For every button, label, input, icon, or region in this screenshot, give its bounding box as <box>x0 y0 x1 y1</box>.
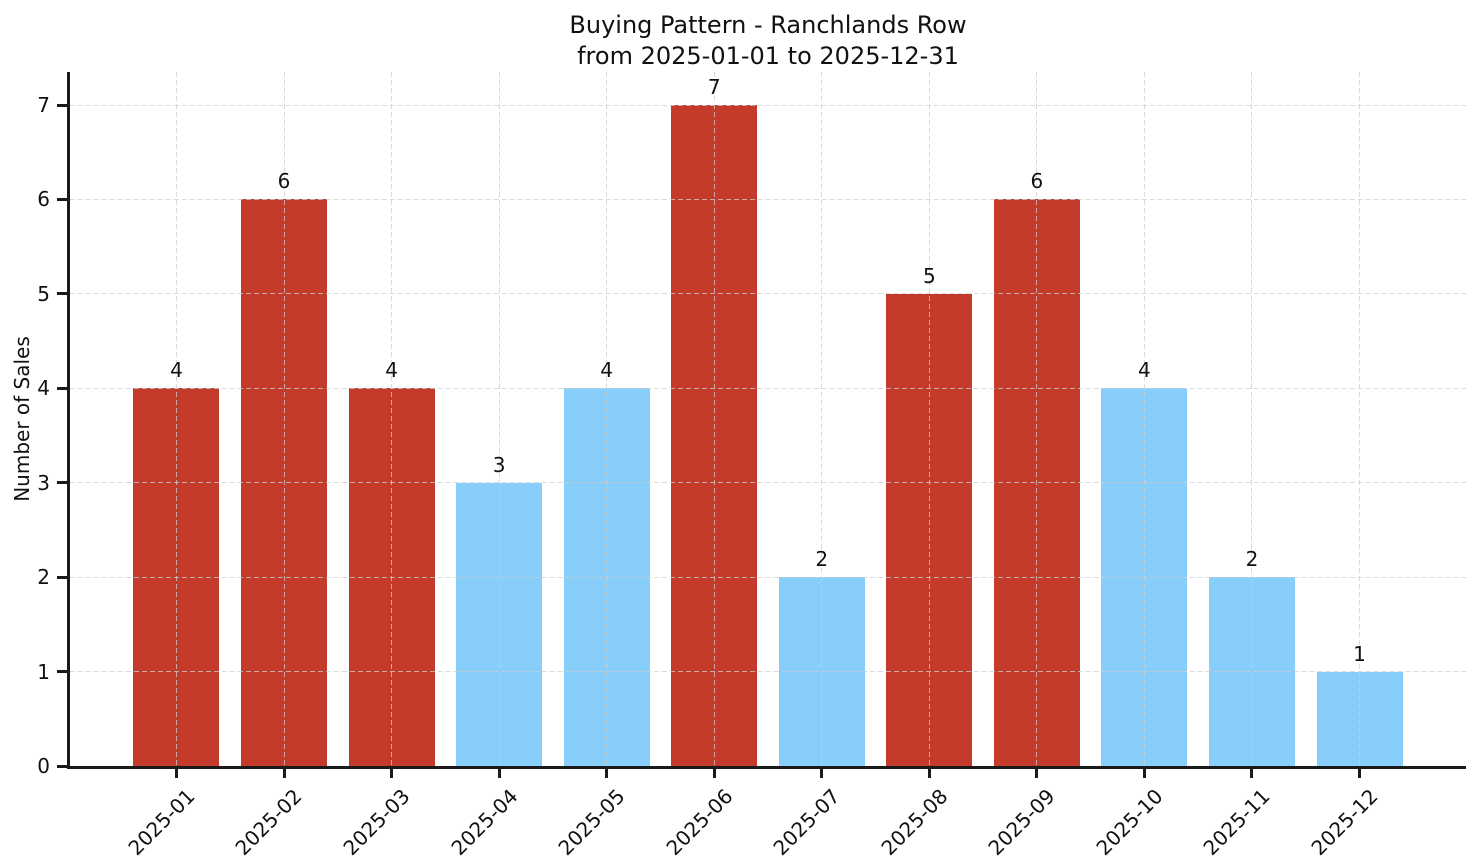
gridline-horizontal-6 <box>70 198 1466 200</box>
y-axis-spine <box>67 72 70 769</box>
bar-value-label-2025-11: 2 <box>1245 547 1259 572</box>
x-tick-mark-2025-01 <box>174 769 178 778</box>
y-tick-mark-2 <box>57 575 67 579</box>
chart-title-line-1: Buying Pattern - Ranchlands Row <box>569 11 967 39</box>
x-tick-mark-2025-12 <box>1358 769 1362 778</box>
y-tick-mark-6 <box>57 197 67 201</box>
bar-value-label-2025-07: 2 <box>815 547 829 572</box>
x-tick-mark-2025-06 <box>712 769 716 778</box>
x-tick-mark-2025-07 <box>820 769 824 778</box>
y-tick-mark-5 <box>57 292 67 296</box>
bar-value-label-2025-04: 3 <box>492 452 506 477</box>
bar-value-label-2025-05: 4 <box>600 358 614 383</box>
chart-title-line-2: from 2025-01-01 to 2025-12-31 <box>577 42 959 70</box>
gridline-horizontal-3 <box>70 482 1466 484</box>
gridline-horizontal-5 <box>70 293 1466 295</box>
gridline-horizontal-2 <box>70 576 1466 578</box>
gridline-vertical-2025-09 <box>1036 72 1038 766</box>
bar-value-label-2025-12: 1 <box>1353 641 1366 666</box>
gridline-vertical-2025-11 <box>1251 72 1253 766</box>
x-tick-mark-2025-09 <box>1035 769 1039 778</box>
gridline-vertical-2025-06 <box>713 72 715 766</box>
plot-area: 4 6 4 3 4 7 2 5 6 4 2 1 0 1 2 3 4 5 6 7 2025-01 2025-02 2025-0… <box>37 72 1466 860</box>
chart-title: Buying Pattern - Ranchlands Row from 202… <box>70 10 1466 72</box>
x-axis-spine <box>67 766 1466 769</box>
y-tick-mark-0 <box>57 764 67 768</box>
gridline-vertical-2025-01 <box>175 72 177 766</box>
gridline-vertical-2025-12 <box>1359 72 1361 766</box>
gridline-vertical-2025-03 <box>391 72 393 766</box>
gridline-horizontal-7 <box>70 104 1466 106</box>
x-tick-mark-2025-04 <box>497 769 501 778</box>
x-tick-mark-2025-03 <box>390 769 394 778</box>
y-tick-label-4: 4 <box>37 376 50 401</box>
y-tick-label-7: 7 <box>37 93 50 118</box>
y-tick-label-5: 5 <box>37 281 50 306</box>
y-tick-label-2: 2 <box>37 565 50 590</box>
gridline-horizontal-4 <box>70 387 1466 389</box>
y-tick-mark-3 <box>57 481 67 485</box>
y-tick-label-6: 6 <box>37 187 50 212</box>
bar-value-label-2025-01: 4 <box>170 358 183 383</box>
gridline-vertical-2025-02 <box>283 72 285 766</box>
bar-value-label-2025-06: 7 <box>707 75 721 100</box>
gridline-horizontal-1 <box>70 671 1466 673</box>
gridline-vertical-2025-08 <box>928 72 930 766</box>
bar-value-label-2025-03: 4 <box>385 358 398 383</box>
y-tick-mark-7 <box>57 103 67 107</box>
bar-value-label-2025-02: 6 <box>277 169 291 194</box>
gridline-vertical-2025-04 <box>498 72 500 766</box>
x-tick-mark-2025-05 <box>605 769 609 778</box>
y-tick-label-0: 0 <box>37 754 50 778</box>
gridline-vertical-2025-10 <box>1143 72 1145 766</box>
y-tick-label-3: 3 <box>37 470 50 495</box>
gridline-vertical-2025-07 <box>821 72 823 766</box>
x-tick-mark-2025-08 <box>927 769 931 778</box>
x-tick-mark-2025-10 <box>1142 769 1146 778</box>
y-tick-label-1: 1 <box>37 659 50 684</box>
bar-value-label-2025-09: 6 <box>1030 169 1044 194</box>
y-tick-mark-1 <box>57 670 67 674</box>
x-tick-mark-2025-11 <box>1250 769 1254 778</box>
x-tick-mark-2025-02 <box>282 769 286 778</box>
y-tick-mark-4 <box>57 386 67 390</box>
gridline-vertical-2025-05 <box>606 72 608 766</box>
bar-value-label-2025-08: 5 <box>922 263 936 288</box>
bar-value-label-2025-10: 4 <box>1138 358 1151 383</box>
